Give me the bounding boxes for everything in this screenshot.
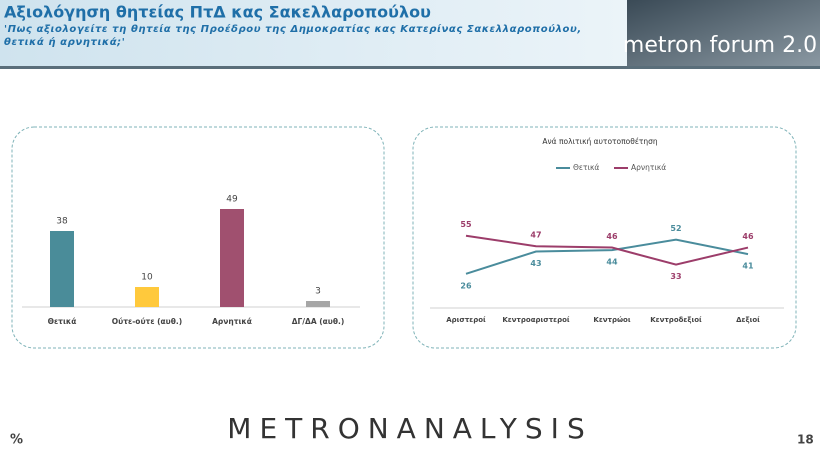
chart-title: Ανά πολιτική αυτοτοποθέτηση	[542, 137, 658, 146]
x-tick-label: ΔΓ/ΔΑ (αυθ.)	[292, 317, 345, 326]
value-label: 43	[530, 259, 541, 268]
legend-label: Θετικά	[573, 163, 599, 172]
value-label: 46	[742, 232, 754, 241]
value-label: 46	[606, 232, 618, 241]
title: Αξιολόγηση θητείας ΠτΔ κας Σακελλαροπούλ…	[4, 3, 431, 22]
bar	[220, 209, 244, 307]
panel	[412, 126, 797, 349]
unit: %	[10, 433, 23, 448]
logo-box	[627, 0, 820, 66]
legend-label: Αρνητικά	[631, 163, 666, 172]
brand: METRONANALYSIS	[227, 412, 592, 445]
value-label: 3	[315, 287, 321, 297]
value-label: 26	[460, 281, 472, 290]
value-label: 55	[460, 220, 472, 229]
logo: metron forum 2.0	[623, 33, 817, 58]
value-label: 49	[226, 195, 238, 205]
x-tick-label: Θετικά	[48, 317, 77, 326]
value-label: 38	[56, 217, 68, 227]
line	[465, 234, 749, 266]
value-label: 47	[530, 231, 541, 240]
line	[465, 238, 749, 275]
value-label: 33	[670, 272, 681, 281]
x-tick-label: Κεντροδεξιοί	[650, 316, 702, 324]
question-box: 'Πως αξιολογείτε τη θητεία της Προέδρου …	[4, 24, 582, 48]
question: 'Πως αξιολογείτε τη θητεία της Προέδρου …	[4, 24, 582, 48]
x-tick-label: Αρνητικά	[212, 317, 252, 326]
panel	[11, 126, 385, 349]
value-label: 44	[606, 258, 618, 267]
x-tick-label: Αριστεροί	[446, 316, 486, 324]
bar	[135, 287, 159, 307]
x-tick-label: Ούτε-ούτε (αυθ.)	[112, 317, 182, 326]
header-rule	[0, 66, 820, 69]
value-label: 10	[141, 273, 153, 283]
value-label: 52	[670, 224, 681, 233]
bar	[306, 301, 330, 307]
bar	[50, 231, 74, 307]
page-number: 18	[797, 433, 814, 447]
value-label: 41	[742, 262, 754, 271]
x-tick-label: Κεντροαριστεροί	[502, 316, 570, 324]
x-tick-label: Δεξιοί	[736, 316, 760, 324]
x-tick-label: Κεντρώοι	[593, 316, 630, 324]
